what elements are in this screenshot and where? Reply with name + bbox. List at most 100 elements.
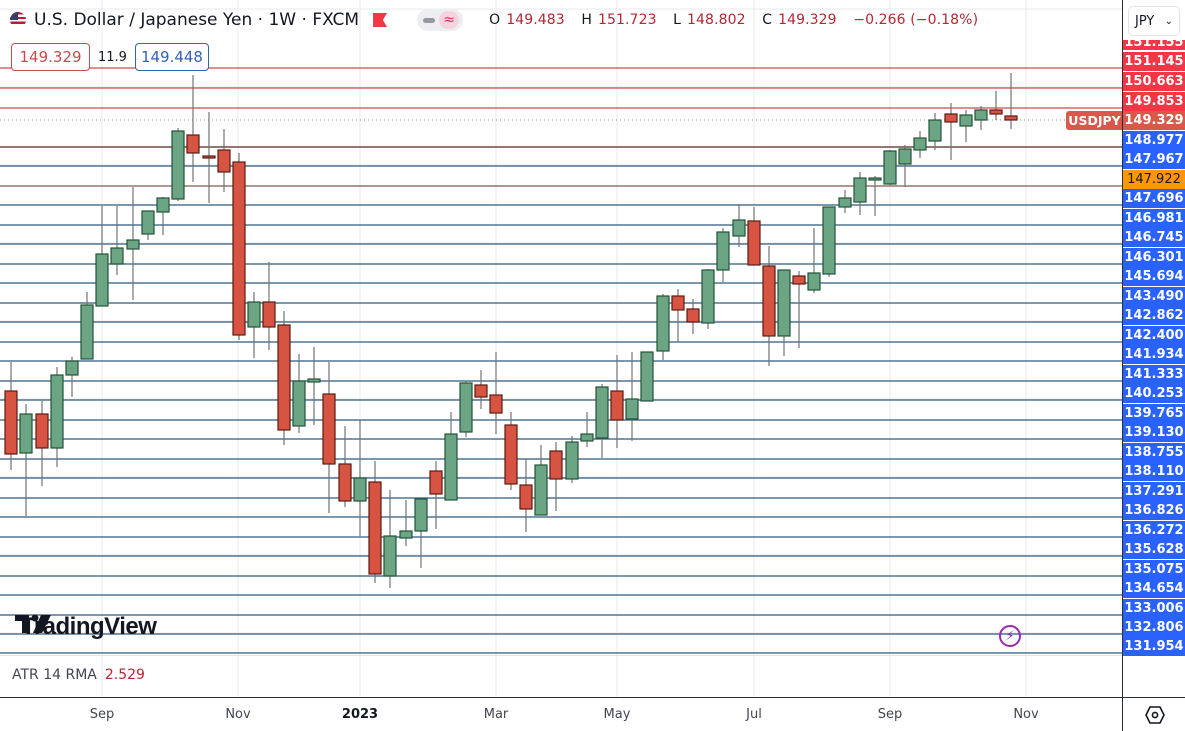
candle[interactable] [95, 206, 109, 307]
candle[interactable] [262, 262, 276, 350]
price-pane[interactable]: U.S. Dollar / Japanese Yen · 1W · FXCM ≈… [0, 0, 1122, 655]
lightning-icon[interactable]: ⚡ [999, 625, 1021, 647]
candle[interactable] [807, 228, 821, 293]
red-flag-icon[interactable] [373, 13, 388, 27]
candle[interactable] [686, 299, 700, 334]
candle[interactable] [277, 311, 291, 445]
candle[interactable] [202, 112, 216, 203]
time-axis-label: 2023 [341, 707, 379, 722]
candle[interactable] [126, 187, 140, 300]
candle[interactable] [656, 294, 670, 360]
candle[interactable] [65, 357, 79, 397]
price-axis-label: 141.333 [1123, 365, 1185, 384]
currency-select[interactable]: JPY ⌄ [1128, 6, 1180, 36]
candle[interactable] [519, 459, 533, 532]
candle[interactable] [338, 426, 352, 507]
candle[interactable] [565, 436, 579, 483]
candle[interactable] [368, 461, 382, 583]
candle[interactable] [822, 206, 836, 277]
price-axis-label: 140.253 [1123, 384, 1185, 403]
low-label: L [673, 12, 682, 28]
candle[interactable] [777, 269, 791, 356]
time-axis-label: Jul [746, 707, 762, 722]
candle[interactable] [429, 461, 443, 529]
time-axis[interactable]: Sep Nov 2023 Mar May Jul Sep Nov [0, 697, 1122, 731]
time-axis-label: Sep [877, 707, 903, 722]
settings-hexagon-icon [1144, 705, 1165, 724]
price-axis-label: 145.694 [1123, 267, 1185, 286]
candle[interactable] [459, 381, 473, 437]
symbol-title[interactable]: U.S. Dollar / Japanese Yen · 1W · FXCM [34, 10, 360, 30]
candle[interactable] [762, 246, 776, 366]
candle[interactable] [247, 292, 261, 358]
candle[interactable] [50, 367, 64, 467]
candle[interactable] [747, 207, 761, 266]
candle[interactable] [640, 351, 654, 402]
candle[interactable] [610, 355, 624, 448]
candle[interactable] [19, 404, 33, 516]
tradingview-logo[interactable]: TradingView [15, 613, 157, 641]
candle[interactable] [580, 412, 594, 447]
settings-button[interactable] [1122, 697, 1185, 731]
candle[interactable] [792, 271, 806, 348]
candlestick-chart[interactable] [0, 0, 1122, 655]
candle[interactable] [1004, 73, 1018, 129]
buy-button[interactable]: 149.448 [134, 43, 209, 71]
candle[interactable] [549, 442, 563, 511]
sell-button[interactable]: 149.329 [11, 43, 90, 71]
candle[interactable] [35, 401, 49, 486]
candle[interactable] [732, 204, 746, 247]
candle[interactable] [444, 412, 458, 501]
candle[interactable] [838, 190, 852, 213]
candle[interactable] [913, 131, 927, 158]
candle[interactable] [399, 500, 413, 546]
price-axis-label: 142.862 [1123, 306, 1185, 325]
price-axis-label: 149.329 [1123, 111, 1185, 130]
candle[interactable] [959, 110, 973, 142]
candle[interactable] [504, 412, 518, 490]
candle[interactable] [944, 103, 958, 160]
candle[interactable] [156, 197, 170, 235]
candle[interactable] [595, 384, 609, 458]
candle[interactable] [110, 206, 124, 275]
atr-legend[interactable]: ATR 14 RMA 2.529 [12, 667, 145, 683]
candle[interactable] [489, 352, 503, 434]
candle[interactable] [898, 145, 912, 187]
indicator-pane[interactable]: ATR 14 RMA 2.529 [0, 655, 1122, 698]
candle[interactable] [171, 128, 185, 201]
candle[interactable] [307, 347, 321, 425]
candle[interactable] [383, 490, 397, 588]
visibility-toggle[interactable]: ≈ [417, 9, 464, 31]
wave-icon[interactable]: ≈ [439, 11, 460, 29]
candle[interactable] [353, 420, 367, 536]
candle[interactable] [883, 150, 897, 185]
candle[interactable] [474, 370, 488, 409]
price-axis-label: 151.145 [1123, 52, 1185, 71]
candle[interactable] [989, 91, 1003, 120]
candle[interactable] [80, 292, 94, 360]
candle[interactable] [701, 269, 715, 329]
candle[interactable] [534, 445, 548, 516]
candle[interactable] [4, 362, 18, 470]
candle[interactable] [974, 106, 988, 130]
candle[interactable] [141, 210, 155, 240]
candle[interactable] [716, 228, 730, 282]
candle[interactable] [868, 176, 882, 216]
price-axis-label: 138.110 [1123, 462, 1185, 481]
candle[interactable] [232, 153, 246, 340]
candle[interactable] [928, 113, 942, 150]
minus-icon[interactable] [421, 12, 437, 28]
candle[interactable] [625, 352, 639, 441]
candle[interactable] [292, 354, 306, 433]
candle[interactable] [671, 289, 685, 342]
candle[interactable] [217, 129, 231, 192]
price-axis[interactable]: 151.155 151.145 150.663 149.853 149.329 148.9… [1122, 0, 1185, 697]
currency-value: JPY [1135, 13, 1155, 29]
candle[interactable] [414, 498, 428, 568]
candle[interactable] [853, 172, 867, 215]
atr-name: ATR 14 RMA [12, 667, 97, 683]
price-axis-label: 150.663 [1123, 72, 1185, 91]
candle[interactable] [186, 75, 200, 182]
price-axis-label: 134.654 [1123, 579, 1185, 598]
candle[interactable] [322, 362, 336, 513]
